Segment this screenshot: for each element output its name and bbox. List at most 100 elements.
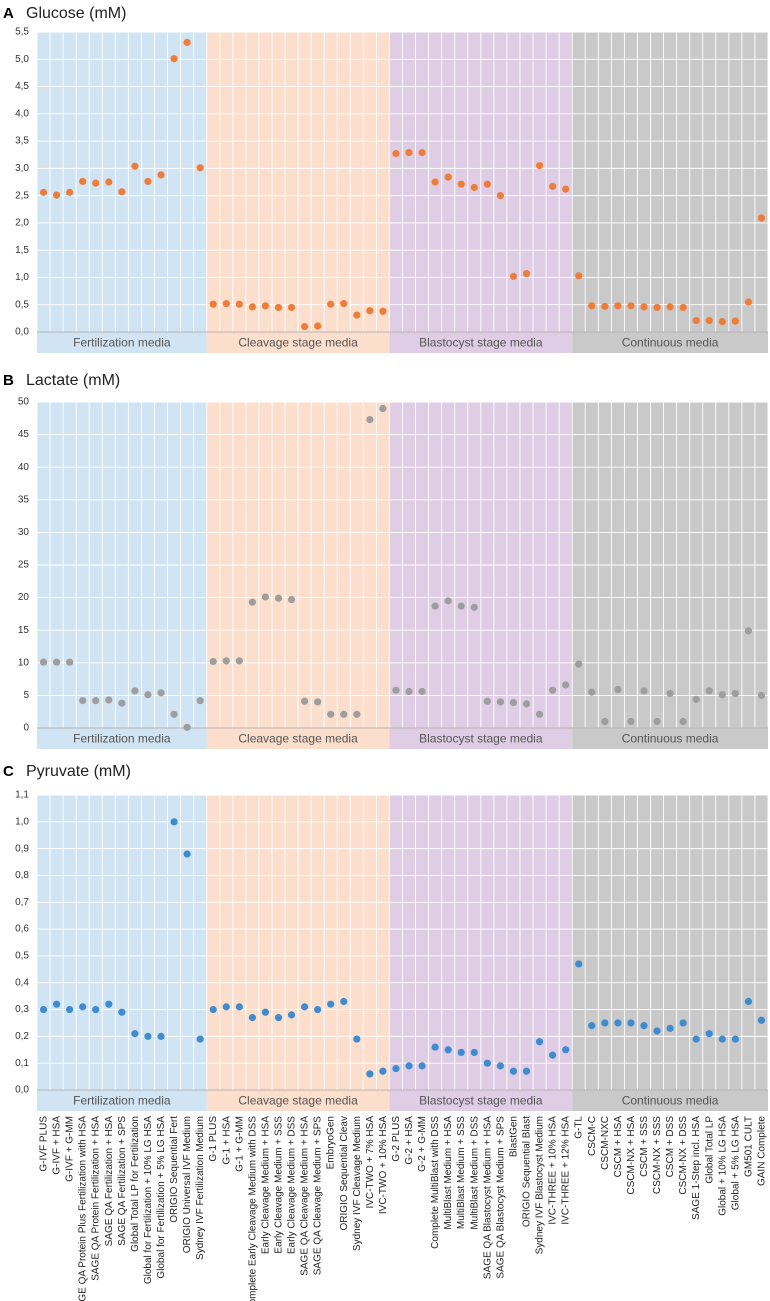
y-tick-label: 30 bbox=[18, 527, 30, 538]
data-point bbox=[496, 192, 505, 200]
category-label: Global + 10% LG HSA bbox=[717, 1116, 728, 1216]
group-label: Cleavage stage media bbox=[238, 732, 358, 746]
data-point bbox=[483, 697, 491, 705]
data-point bbox=[731, 317, 739, 325]
data-point bbox=[692, 695, 700, 703]
category-label: SAGE QA Blastocyst Medium + HSA bbox=[482, 1116, 493, 1279]
category-label: G-1 PLUS bbox=[208, 1116, 219, 1162]
category-label: SAGE 1-Step incl. HSA bbox=[691, 1116, 702, 1220]
data-point bbox=[718, 691, 726, 699]
category-label: G-TL bbox=[574, 1116, 585, 1139]
data-point bbox=[274, 1013, 283, 1022]
data-point bbox=[483, 180, 491, 188]
data-point bbox=[679, 303, 687, 312]
data-point bbox=[366, 1070, 374, 1078]
group-label: Cleavage stage media bbox=[238, 1094, 358, 1108]
data-point bbox=[52, 1000, 61, 1008]
category-label: Global Total LP for Fertilization bbox=[130, 1116, 141, 1252]
data-point bbox=[105, 1000, 113, 1008]
category-label: CSCM-NX + DSS bbox=[678, 1116, 689, 1195]
data-point bbox=[522, 700, 531, 708]
y-tick-label: 10 bbox=[18, 657, 30, 668]
category-label: IVC-THREE + 10% HSA bbox=[548, 1116, 559, 1225]
category-label: Global + 5% LG HSA bbox=[730, 1116, 741, 1211]
data-point bbox=[392, 686, 400, 694]
panel-letter: C bbox=[3, 763, 14, 780]
data-point bbox=[418, 687, 426, 696]
group-band bbox=[37, 795, 207, 1111]
data-point bbox=[444, 597, 452, 605]
data-point bbox=[340, 710, 348, 718]
data-point bbox=[157, 689, 165, 697]
data-point bbox=[183, 38, 191, 46]
category-label: CSCM + DSS bbox=[665, 1116, 676, 1178]
data-point bbox=[66, 658, 74, 666]
data-point bbox=[287, 1011, 296, 1019]
data-point bbox=[640, 687, 648, 695]
data-point bbox=[379, 1067, 387, 1075]
data-point bbox=[131, 162, 139, 170]
panel-title: Lactate (mM) bbox=[26, 372, 120, 389]
category-label: IVC-TWO + 10% HSA bbox=[378, 1116, 389, 1214]
category-label: GAIN Complete bbox=[756, 1116, 767, 1186]
y-tick-label: 3,5 bbox=[15, 136, 29, 147]
data-point bbox=[588, 302, 596, 310]
category-label: CSCM-NX + HSA bbox=[626, 1116, 637, 1195]
group-band bbox=[572, 32, 768, 353]
category-label: ORIGIO Sequential Cleav bbox=[339, 1116, 350, 1231]
data-point bbox=[183, 850, 191, 858]
data-point bbox=[757, 214, 766, 222]
y-tick-label: 0,0 bbox=[15, 1085, 29, 1096]
panel-letter: A bbox=[3, 5, 14, 22]
y-tick-label: 0,0 bbox=[15, 327, 29, 338]
data-point bbox=[588, 688, 596, 696]
data-point bbox=[196, 1035, 204, 1043]
category-label: MultiBlast Medium + HSA bbox=[443, 1116, 454, 1230]
data-point bbox=[470, 183, 478, 192]
category-label: G-2 PLUS bbox=[391, 1116, 402, 1162]
data-point bbox=[653, 303, 661, 312]
data-point bbox=[39, 658, 48, 666]
data-point bbox=[601, 717, 609, 726]
data-point bbox=[209, 1005, 217, 1014]
group-label: Continuous media bbox=[622, 1094, 719, 1108]
data-point bbox=[79, 177, 87, 186]
data-point bbox=[261, 1008, 270, 1016]
category-label: SAGE QA Protein Fertilization + HSA bbox=[91, 1116, 102, 1281]
data-point bbox=[39, 188, 48, 196]
data-point bbox=[92, 1005, 100, 1014]
category-label: SAGE QA Fertilization + SPS bbox=[117, 1116, 128, 1246]
data-point bbox=[300, 322, 309, 331]
category-label: ORIGIO Sequential Fert bbox=[169, 1116, 180, 1223]
data-point bbox=[522, 1067, 531, 1075]
data-point bbox=[79, 697, 87, 705]
group-label: Cleavage stage media bbox=[238, 336, 358, 350]
data-point bbox=[196, 164, 204, 172]
category-label: CSCM-NX + SSS bbox=[652, 1116, 663, 1194]
data-point bbox=[744, 997, 753, 1006]
y-tick-label: 1,0 bbox=[15, 272, 29, 283]
data-point bbox=[431, 1043, 439, 1051]
data-point bbox=[366, 416, 374, 424]
data-point bbox=[601, 1019, 609, 1027]
data-point bbox=[157, 171, 165, 179]
data-point bbox=[640, 1022, 648, 1030]
y-tick-label: 0,8 bbox=[15, 870, 29, 881]
data-point bbox=[144, 177, 152, 186]
data-point bbox=[314, 698, 322, 706]
y-tick-label: 0,7 bbox=[15, 897, 29, 908]
y-tick-label: 3,0 bbox=[15, 163, 29, 174]
category-label: Global Total LP bbox=[704, 1116, 715, 1184]
category-label: Sydney IVF Cleavage Medium bbox=[352, 1116, 363, 1251]
y-tick-label: 0,5 bbox=[15, 951, 29, 962]
y-tick-label: 0,4 bbox=[15, 977, 29, 988]
data-point bbox=[535, 710, 544, 718]
group-band bbox=[572, 795, 768, 1111]
panel-letter: B bbox=[3, 372, 14, 389]
data-point bbox=[248, 598, 256, 606]
group-label: Continuous media bbox=[622, 336, 719, 350]
category-label: SAGE QA Fertilization + HSA bbox=[104, 1116, 115, 1247]
y-tick-label: 0,1 bbox=[15, 1058, 29, 1069]
data-point bbox=[431, 602, 439, 610]
